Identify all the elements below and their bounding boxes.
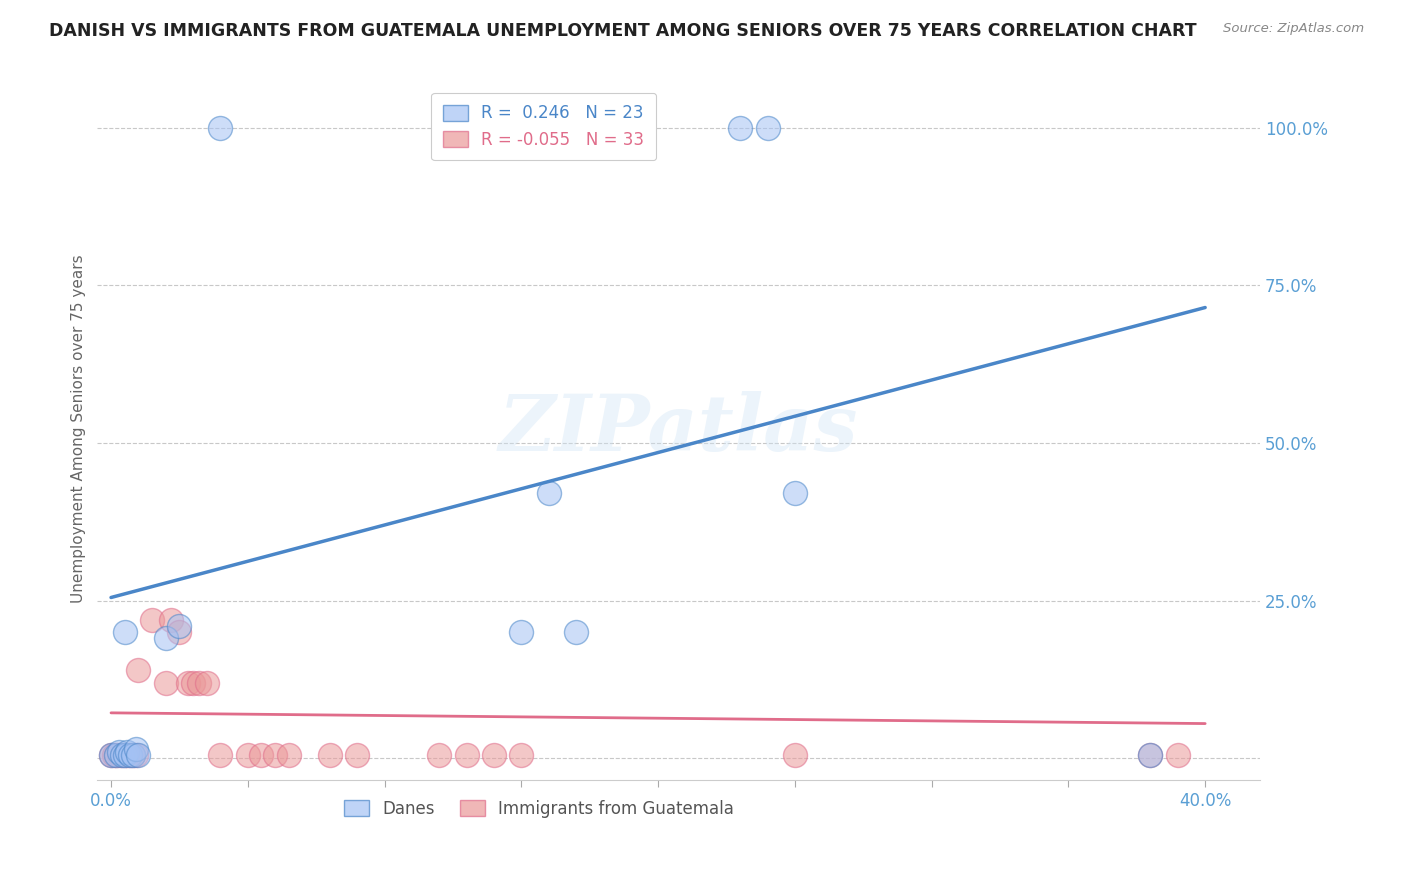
Point <box>155 632 177 646</box>
Text: ZIPatlas: ZIPatlas <box>499 391 858 467</box>
Point <box>209 120 232 135</box>
Point <box>127 663 149 677</box>
Point <box>155 675 177 690</box>
Point <box>124 741 146 756</box>
Point <box>176 675 198 690</box>
Point <box>565 625 588 640</box>
Point <box>427 748 450 763</box>
Point <box>108 745 131 759</box>
Point <box>122 748 145 763</box>
Y-axis label: Unemployment Among Seniors over 75 years: Unemployment Among Seniors over 75 years <box>72 254 86 603</box>
Point <box>319 748 342 763</box>
Point <box>756 120 779 135</box>
Point <box>120 748 142 763</box>
Point <box>141 613 163 627</box>
Point <box>114 748 136 763</box>
Point <box>277 748 299 763</box>
Point <box>456 120 478 135</box>
Point <box>728 120 751 135</box>
Point <box>264 748 287 763</box>
Point <box>111 748 134 763</box>
Point <box>100 748 122 763</box>
Point <box>122 748 145 763</box>
Point <box>783 486 806 500</box>
Point <box>181 675 204 690</box>
Point <box>346 748 368 763</box>
Point <box>1167 748 1189 763</box>
Point <box>105 748 128 763</box>
Point <box>236 748 259 763</box>
Point <box>124 748 146 763</box>
Point <box>169 625 191 640</box>
Point <box>114 625 136 640</box>
Point <box>250 748 273 763</box>
Point <box>195 675 218 690</box>
Legend: Danes, Immigrants from Guatemala: Danes, Immigrants from Guatemala <box>337 793 741 825</box>
Point <box>117 745 139 759</box>
Point <box>169 619 191 633</box>
Text: DANISH VS IMMIGRANTS FROM GUATEMALA UNEMPLOYMENT AMONG SENIORS OVER 75 YEARS COR: DANISH VS IMMIGRANTS FROM GUATEMALA UNEM… <box>49 22 1197 40</box>
Point <box>108 748 131 763</box>
Point <box>620 120 643 135</box>
Point <box>105 748 128 763</box>
Point <box>127 748 149 763</box>
Point <box>103 748 125 763</box>
Point <box>1139 748 1161 763</box>
Point <box>111 748 134 763</box>
Point <box>117 748 139 763</box>
Point <box>114 748 136 763</box>
Point <box>510 625 533 640</box>
Point <box>209 748 232 763</box>
Point <box>1139 748 1161 763</box>
Point <box>783 748 806 763</box>
Point <box>120 748 142 763</box>
Point <box>537 486 560 500</box>
Point <box>187 675 209 690</box>
Text: Source: ZipAtlas.com: Source: ZipAtlas.com <box>1223 22 1364 36</box>
Point <box>100 748 122 763</box>
Point <box>456 748 478 763</box>
Point <box>510 748 533 763</box>
Point <box>160 613 183 627</box>
Point <box>482 748 505 763</box>
